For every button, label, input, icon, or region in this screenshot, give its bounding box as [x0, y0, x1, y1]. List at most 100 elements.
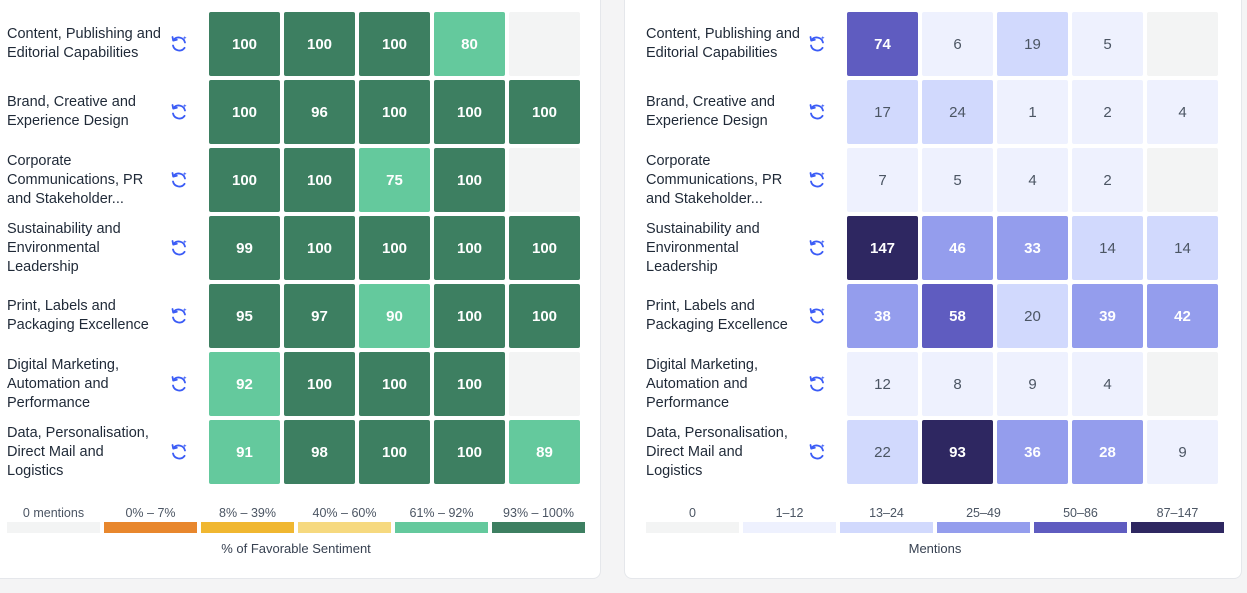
heatmap-cell[interactable]: 100 [434, 80, 505, 144]
heatmap-cell[interactable]: 100 [509, 216, 580, 280]
heatmap-cell[interactable]: 100 [359, 420, 430, 484]
legend-label: 0 [689, 506, 696, 520]
legend-swatch [1131, 522, 1224, 533]
refresh-sparkle-icon[interactable] [169, 102, 189, 122]
refresh-sparkle-icon[interactable] [807, 238, 827, 258]
heatmap-cell[interactable]: 8 [922, 352, 993, 416]
heatmap-cell[interactable]: 4 [997, 148, 1068, 212]
heatmap-cell[interactable]: 100 [284, 12, 355, 76]
heatmap-cell[interactable]: 93 [922, 420, 993, 484]
heatmap-cell[interactable]: 147 [847, 216, 918, 280]
refresh-sparkle-icon[interactable] [169, 170, 189, 190]
heatmap-cell[interactable]: 17 [847, 80, 918, 144]
heatmap-cell[interactable]: 100 [359, 352, 430, 416]
heatmap-cell[interactable] [1147, 12, 1218, 76]
heatmap-cell[interactable]: 90 [359, 284, 430, 348]
heatmap-cell[interactable]: 100 [284, 148, 355, 212]
heatmap-cell[interactable]: 100 [284, 352, 355, 416]
legend-swatch [937, 522, 1030, 533]
heatmap-cell[interactable]: 39 [1072, 284, 1143, 348]
heatmap-cell[interactable]: 14 [1072, 216, 1143, 280]
heatmap-cell[interactable]: 100 [209, 148, 280, 212]
heatmap-cell[interactable]: 96 [284, 80, 355, 144]
row-label: Corporate Communications, PR and Stakehold… [7, 148, 172, 212]
heatmap-cell[interactable]: 4 [1072, 352, 1143, 416]
heatmap-cell[interactable]: 28 [1072, 420, 1143, 484]
row-label-line: Packaging Excellence [7, 317, 149, 333]
legend-label: 93% – 100% [503, 506, 574, 520]
heatmap-cell[interactable]: 1 [997, 80, 1068, 144]
row-label-line: Data, Personalisation, [646, 424, 788, 441]
heatmap-cell[interactable]: 24 [922, 80, 993, 144]
heatmap-cell[interactable]: 46 [922, 216, 993, 280]
heatmap-cell[interactable]: 100 [359, 80, 430, 144]
heatmap-cell[interactable]: 91 [209, 420, 280, 484]
refresh-sparkle-icon[interactable] [807, 102, 827, 122]
heatmap-cell[interactable]: 22 [847, 420, 918, 484]
refresh-sparkle-icon[interactable] [169, 306, 189, 326]
heatmap-cell[interactable]: 36 [997, 420, 1068, 484]
heatmap-cell[interactable]: 89 [509, 420, 580, 484]
legend-swatch [492, 522, 585, 533]
legend-label: 61% – 92% [409, 506, 474, 520]
heatmap-cell[interactable]: 9 [997, 352, 1068, 416]
legend-label: 0% – 7% [125, 506, 176, 520]
heatmap-cell[interactable]: 4 [1147, 80, 1218, 144]
heatmap-cell[interactable]: 100 [434, 352, 505, 416]
heatmap-cell[interactable]: 100 [434, 284, 505, 348]
refresh-sparkle-icon[interactable] [807, 34, 827, 54]
heatmap-cell[interactable] [509, 352, 580, 416]
heatmap-cell[interactable]: 14 [1147, 216, 1218, 280]
heatmap-cell[interactable]: 42 [1147, 284, 1218, 348]
refresh-sparkle-icon[interactable] [807, 306, 827, 326]
heatmap-cell[interactable]: 100 [434, 216, 505, 280]
refresh-sparkle-icon[interactable] [169, 374, 189, 394]
heatmap-cell[interactable]: 99 [209, 216, 280, 280]
refresh-sparkle-icon[interactable] [169, 238, 189, 258]
refresh-sparkle-icon[interactable] [169, 442, 189, 462]
heatmap-cell[interactable]: 74 [847, 12, 918, 76]
heatmap-cell[interactable]: 75 [359, 148, 430, 212]
heatmap-cell[interactable]: 100 [434, 148, 505, 212]
row-label: Brand, Creative and Experience Design [7, 80, 172, 144]
heatmap-cell[interactable]: 97 [284, 284, 355, 348]
heatmap-cell[interactable]: 33 [997, 216, 1068, 280]
row-label-line: Data, Personalisation, [7, 424, 149, 441]
heatmap-cell[interactable] [1147, 352, 1218, 416]
row-label: Sustainability and Environmental Leadershi… [646, 216, 811, 280]
heatmap-cell[interactable] [509, 12, 580, 76]
heatmap-cell[interactable] [1147, 148, 1218, 212]
heatmap-cell[interactable]: 58 [922, 284, 993, 348]
heatmap-cell[interactable]: 5 [922, 148, 993, 212]
heatmap-cell[interactable] [509, 148, 580, 212]
heatmap-cell[interactable]: 100 [209, 80, 280, 144]
heatmap-cell[interactable]: 100 [509, 80, 580, 144]
heatmap-cell[interactable]: 92 [209, 352, 280, 416]
heatmap-cell[interactable]: 95 [209, 284, 280, 348]
refresh-sparkle-icon[interactable] [807, 442, 827, 462]
refresh-sparkle-icon[interactable] [807, 170, 827, 190]
heatmap-cell[interactable]: 9 [1147, 420, 1218, 484]
heatmap-cell[interactable]: 80 [434, 12, 505, 76]
heatmap-cell[interactable]: 38 [847, 284, 918, 348]
heatmap-cell[interactable]: 100 [359, 12, 430, 76]
heatmap-cell[interactable]: 2 [1072, 80, 1143, 144]
heatmap-cell[interactable]: 20 [997, 284, 1068, 348]
heatmap-cell[interactable]: 100 [509, 284, 580, 348]
heatmap-cell[interactable]: 6 [922, 12, 993, 76]
row-label-line: Leadership [646, 258, 718, 275]
legend-swatch [7, 522, 100, 533]
heatmap-cell[interactable]: 19 [997, 12, 1068, 76]
heatmap-cell[interactable]: 100 [284, 216, 355, 280]
heatmap-cell[interactable]: 100 [209, 12, 280, 76]
row-label-line: and Stakeholder... [7, 190, 124, 207]
heatmap-cell[interactable]: 5 [1072, 12, 1143, 76]
heatmap-cell[interactable]: 12 [847, 352, 918, 416]
heatmap-cell[interactable]: 7 [847, 148, 918, 212]
heatmap-cell[interactable]: 100 [359, 216, 430, 280]
refresh-sparkle-icon[interactable] [807, 374, 827, 394]
refresh-sparkle-icon[interactable] [169, 34, 189, 54]
heatmap-cell[interactable]: 98 [284, 420, 355, 484]
heatmap-cell[interactable]: 2 [1072, 148, 1143, 212]
heatmap-cell[interactable]: 100 [434, 420, 505, 484]
